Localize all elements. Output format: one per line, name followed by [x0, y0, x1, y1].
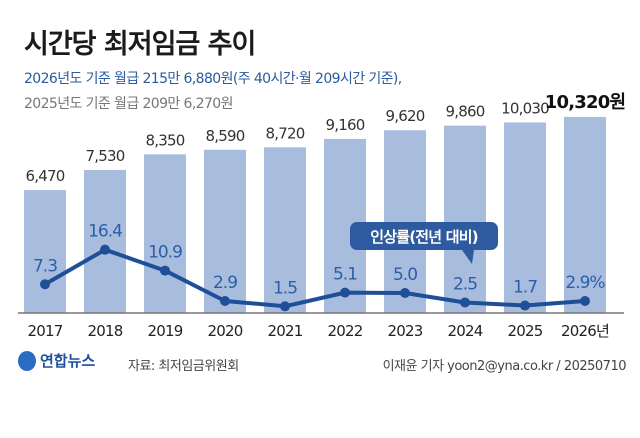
bar-value-label: 8,350 — [146, 131, 185, 149]
bar — [564, 116, 606, 313]
rate-value-label: 5.1 — [333, 265, 357, 285]
x-tick-label: 2019 — [148, 322, 183, 340]
rate-value-label: 5.0 — [393, 265, 417, 285]
bar-value-label: 8,720 — [266, 124, 305, 142]
rate-point — [520, 300, 530, 311]
bar — [204, 149, 246, 313]
legend-label: 인상률(전년 대비) — [370, 228, 478, 246]
subtitle-2026: 2026년도 기준 월급 215만 6,880원(주 40시간·월 209시간 … — [24, 71, 402, 87]
x-tick-label: 2025 — [508, 322, 543, 340]
callout-tail — [462, 250, 474, 264]
logo-icon — [18, 350, 36, 371]
bar-value-label: 9,620 — [386, 107, 425, 125]
rate-value-label: 16.4 — [88, 222, 122, 242]
rate-value-label: 2.9 — [213, 273, 237, 293]
x-tick-label: 2017 — [28, 322, 63, 340]
bar-value-label: 9,860 — [446, 103, 485, 121]
bar-value-label: 9,160 — [326, 116, 365, 134]
source: 자료: 최저임금위원회 — [128, 359, 239, 374]
rate-point — [100, 244, 110, 255]
rate-point — [40, 279, 50, 290]
rate-line — [44, 247, 586, 309]
legend-callout — [350, 222, 498, 250]
logo: 연합뉴스 — [18, 350, 95, 371]
x-tick-label: 2024 — [448, 322, 483, 340]
x-tick-label: 2022 — [328, 322, 363, 340]
rate-value-label: 10.9 — [148, 243, 182, 263]
x-tick-label: 2020 — [208, 322, 243, 340]
rate-value-label: 2.5 — [453, 275, 477, 295]
chart-title: 시간당 최저임금 추이 — [24, 29, 256, 60]
subtitle-2025: 2025년도 기준 월급 209만 6,270원 — [24, 96, 233, 112]
rate-point — [580, 295, 590, 306]
credit: 이재윤 기자 yoon2@yna.co.kr / 20250710 — [382, 359, 627, 374]
x-tick-label: 2018 — [88, 322, 123, 340]
bar — [384, 130, 426, 313]
rate-point — [160, 265, 170, 276]
bar-value-label: 6,470 — [26, 167, 65, 185]
x-tick-label: 2026년 — [561, 322, 609, 340]
x-tick-label: 2021 — [268, 322, 303, 340]
rate-value-label: 2.9% — [565, 273, 605, 293]
bar-value-label: 10,320원 — [545, 92, 625, 113]
rate-point — [400, 288, 410, 298]
rate-point — [340, 287, 350, 298]
rate-point — [280, 301, 290, 312]
bar — [84, 169, 126, 313]
bar — [504, 122, 546, 314]
bar — [444, 125, 486, 313]
rate-value-label: 1.7 — [513, 278, 537, 298]
bar-value-label: 8,590 — [206, 127, 245, 145]
bar — [264, 147, 306, 313]
bar-value-label: 7,530 — [86, 147, 125, 165]
bar-value-label: 10,030 — [501, 99, 549, 117]
rate-point — [460, 297, 470, 308]
bar — [24, 190, 66, 313]
rate-point — [220, 295, 230, 306]
logo-text: 연합뉴스 — [40, 352, 96, 370]
rate-value-label: 7.3 — [33, 256, 57, 276]
x-tick-label: 2023 — [388, 322, 423, 340]
rate-value-label: 1.5 — [273, 278, 297, 298]
bar — [144, 154, 186, 313]
